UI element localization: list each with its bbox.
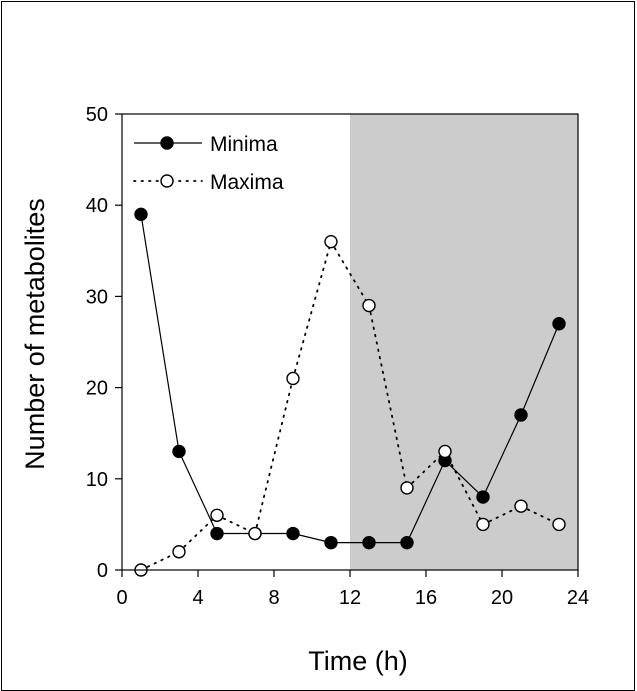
minima-point: [362, 535, 376, 550]
legend: Minima Maxima: [133, 133, 284, 194]
maxima-segment: [368, 304, 408, 489]
x-tick-label: 24: [567, 587, 589, 609]
maxima-point: [172, 545, 186, 559]
maxima-point: [324, 234, 338, 249]
maxima-segment: [406, 450, 446, 489]
maxima-segment: [178, 514, 218, 553]
x-tick-label: 0: [116, 587, 127, 609]
maxima-point: [476, 517, 490, 532]
legend-maxima-label: Maxima: [210, 171, 284, 194]
y-tick-label: 0: [97, 560, 108, 582]
y-tick-label: 10: [86, 469, 108, 491]
shaded-region: [350, 114, 578, 570]
x-tick-label: 8: [268, 587, 279, 609]
legend-minima-marker: [160, 136, 174, 150]
maxima-segment: [216, 514, 256, 535]
maxima-segment: [254, 377, 294, 535]
maxima-point: [400, 481, 414, 495]
minima-point: [324, 535, 338, 550]
maxima-segment: [292, 240, 332, 380]
series-layer: [134, 207, 566, 577]
minima-point: [514, 408, 528, 422]
minima-point: [172, 444, 186, 459]
y-tick-label: 40: [86, 195, 108, 217]
minima-point: [210, 526, 224, 541]
maxima-point: [362, 298, 376, 313]
maxima-segment: [482, 505, 522, 526]
y-tick-label: 30: [86, 286, 108, 308]
maxima-segment: [520, 505, 560, 526]
maxima-segment: [330, 240, 370, 307]
maxima-segment: [140, 550, 180, 571]
minima-segment: [482, 414, 522, 498]
x-axis-label: Time (h): [308, 646, 408, 676]
x-tick-label: 4: [192, 587, 203, 609]
maxima-point: [552, 517, 566, 532]
maxima-point: [286, 371, 300, 386]
minima-point: [476, 490, 490, 504]
maxima-point: [438, 444, 452, 459]
y-axis-label: Number of metabolites: [20, 198, 50, 470]
minima-point: [552, 317, 566, 331]
maxima-point: [248, 526, 262, 541]
x-tick-label: 16: [415, 587, 437, 609]
minima-segment: [140, 214, 180, 452]
legend-minima-label: Minima: [210, 133, 278, 156]
x-tick-label: 20: [491, 587, 513, 609]
line-chart: 0 4 8 12 16 20 24 0 10 20 30 40 50 Time (h) Number o…: [20, 104, 589, 676]
maxima-point: [210, 508, 224, 522]
minima-segment: [520, 323, 560, 416]
minima-point: [134, 207, 148, 222]
minima-point: [400, 535, 414, 550]
legend-maxima-marker: [160, 174, 174, 188]
x-tick-label: 12: [339, 587, 361, 609]
y-tick-label: 50: [86, 104, 108, 126]
minima-segment: [444, 460, 484, 498]
minima-segment: [406, 460, 446, 543]
maxima-point: [514, 499, 528, 513]
y-tick-label: 20: [86, 378, 108, 400]
minima-point: [286, 526, 300, 541]
minima-segment: [178, 451, 218, 534]
ticks-layer: 0 4 8 12 16 20 24 0 10 20 30 40 50: [86, 104, 589, 609]
maxima-segment: [444, 450, 484, 526]
